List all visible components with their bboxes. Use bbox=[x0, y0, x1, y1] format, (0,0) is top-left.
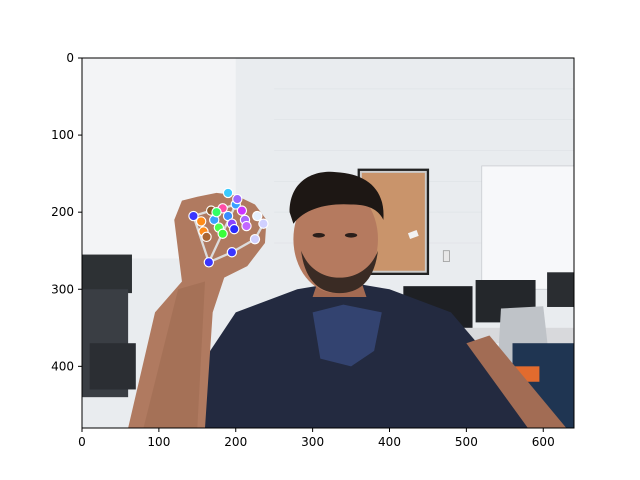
x-tick-label: 400 bbox=[378, 435, 401, 449]
x-tick-label: 200 bbox=[224, 435, 247, 449]
landmark-point bbox=[229, 223, 240, 235]
landmark-point bbox=[249, 233, 261, 245]
landmark-point bbox=[211, 206, 222, 218]
landmark-point bbox=[188, 210, 199, 222]
landmark-point bbox=[252, 210, 263, 222]
landmark-point bbox=[201, 231, 212, 243]
y-tick-label: 0 bbox=[66, 51, 74, 65]
axis-ticks: 0 100 200 300 400 500 600 0 100 200 300 400 bbox=[51, 51, 555, 449]
landmark-point bbox=[217, 228, 228, 239]
image-axes bbox=[81, 57, 575, 429]
landmark-point bbox=[222, 187, 234, 199]
landmark-point bbox=[258, 218, 269, 229]
x-tick-label: 600 bbox=[532, 435, 555, 449]
y-tick-label: 400 bbox=[51, 359, 74, 373]
landmark-point bbox=[232, 193, 243, 205]
landmark-point bbox=[241, 220, 252, 232]
landmark-point bbox=[236, 205, 248, 216]
y-tick-label: 300 bbox=[51, 282, 74, 296]
y-tick-label: 100 bbox=[51, 128, 74, 142]
x-tick-label: 500 bbox=[455, 435, 478, 449]
landmark-point bbox=[195, 216, 207, 227]
hand-landmarks-overlay bbox=[188, 187, 269, 268]
x-tick-label: 300 bbox=[301, 435, 324, 449]
landmark-point bbox=[226, 247, 238, 258]
x-tick-label: 0 bbox=[78, 435, 86, 449]
landmark-point bbox=[203, 257, 215, 268]
landmark-connection bbox=[192, 215, 210, 263]
x-tick-label: 100 bbox=[147, 435, 170, 449]
y-tick-label: 200 bbox=[51, 205, 74, 219]
